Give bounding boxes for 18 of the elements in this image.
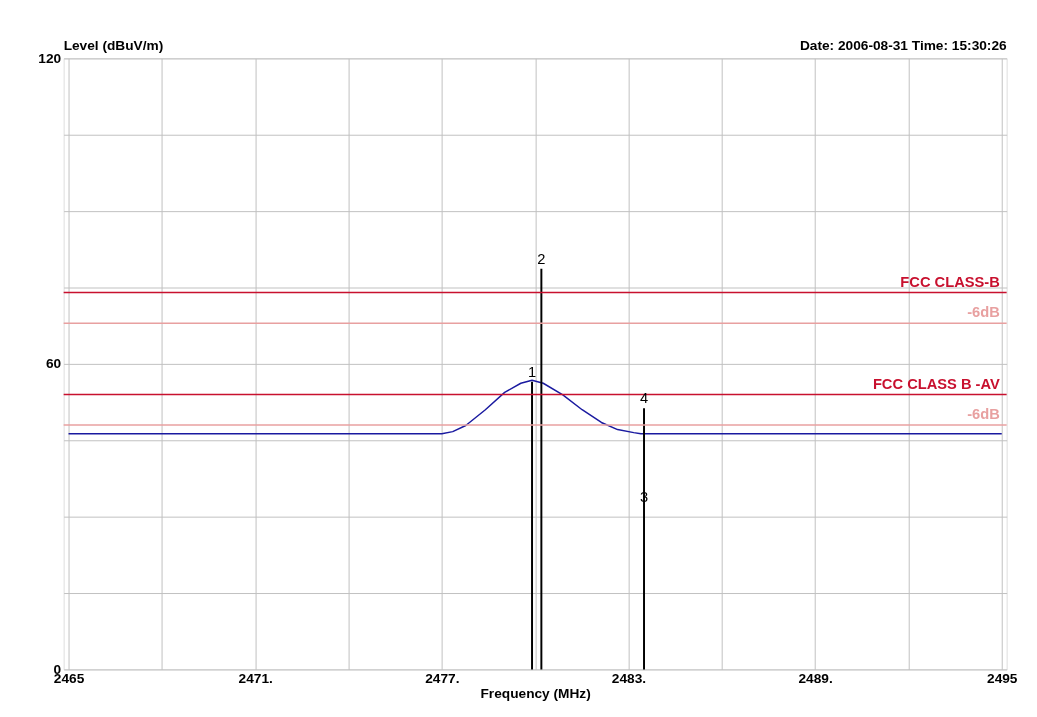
x-tick-label: 2471. xyxy=(238,670,273,686)
x-tick-label: 2495 xyxy=(987,670,1018,686)
annotation: 2 xyxy=(537,250,546,267)
x-tick-label: 2477. xyxy=(425,670,460,686)
y-tick-label: 120 xyxy=(38,50,62,66)
x-tick-label: 2483. xyxy=(611,670,647,686)
text: Date: 2006-08-31 Time: 15:30:26 xyxy=(799,37,1008,53)
ref-line-label: FCC CLASS B -AV xyxy=(872,375,1000,392)
line-series xyxy=(67,379,1003,435)
annotation: 1 xyxy=(527,363,537,380)
x-tick-label: 2489. xyxy=(798,670,833,686)
annotation: 4 xyxy=(639,390,649,407)
y-axis-title: Level (dBuV/m) xyxy=(63,37,164,53)
ref-line-label: -6dB xyxy=(967,406,1000,423)
y-tick-label: 60 xyxy=(45,356,62,372)
ref-line-label: -6dB xyxy=(967,304,1000,321)
x-axis-title: Frequency (MHz) xyxy=(480,686,591,702)
ref-line-label: FCC CLASS-B xyxy=(900,273,1000,290)
